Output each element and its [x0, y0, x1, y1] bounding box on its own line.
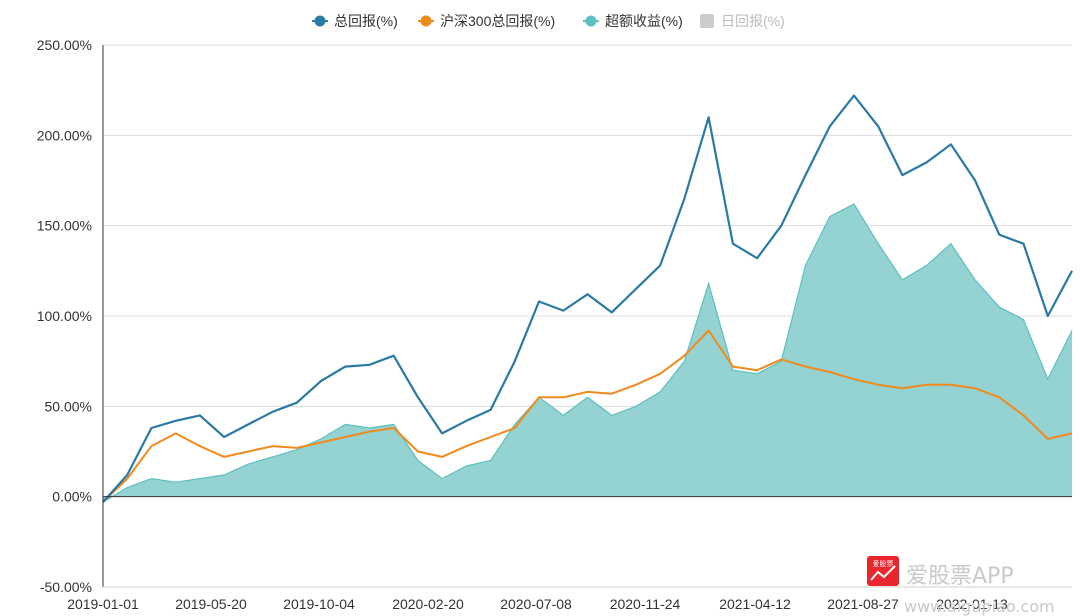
legend-label: 沪深300总回报(%) [440, 13, 555, 29]
series-line-total-return [102, 94, 1073, 503]
x-tick-label: 2021-08-27 [827, 596, 899, 612]
watermark: 爱股票 爱股票APP www.aigupiao.com [867, 556, 1055, 616]
x-axis-ticks: 2019-01-01 2019-05-20 2019-10-04 2020-02-20… [67, 596, 1008, 612]
x-tick-label: 2020-11-24 [610, 596, 681, 612]
axes [102, 45, 1072, 588]
legend-dot-icon [420, 15, 432, 27]
x-tick-label: 2022-01-13 [936, 596, 1008, 612]
y-tick-label: 0.00% [52, 489, 92, 505]
watermark-logo-label: 爱股票 [873, 560, 894, 568]
y-tick-label: 150.00% [37, 218, 92, 234]
legend-item[interactable]: 日回报(%) [700, 13, 785, 29]
legend-label: 总回报(%) [334, 13, 398, 29]
watermark-brand: 爱股票APP [906, 564, 1014, 589]
y-tick-label: 50.00% [45, 398, 92, 414]
series-area-excess-return [103, 204, 1072, 503]
x-tick-label: 2019-01-01 [67, 596, 139, 612]
legend-item[interactable]: 总回报(%) [312, 13, 398, 29]
legend-label: 超额收益(%) [605, 13, 683, 29]
series-line-csi300-return [102, 329, 1073, 503]
legend-dot-icon [585, 15, 597, 27]
x-tick-label: 2021-04-12 [719, 596, 791, 612]
y-tick-label: 100.00% [37, 308, 92, 324]
legend-label: 日回报(%) [721, 13, 785, 29]
x-tick-label: 2020-07-08 [500, 596, 572, 612]
legend: 总回报(%) 沪深300总回报(%) 超额收益(%) 日回报(%) [312, 13, 785, 29]
watermark-logo-icon [867, 556, 899, 586]
y-tick-label: 250.00% [37, 37, 92, 53]
legend-item[interactable]: 沪深300总回报(%) [418, 13, 555, 29]
x-tick-label: 2019-10-04 [283, 596, 355, 612]
watermark-logo-trend-icon [870, 565, 896, 581]
legend-square-icon [700, 14, 714, 28]
y-tick-label: 200.00% [37, 127, 92, 143]
x-tick-label: 2019-05-20 [175, 596, 247, 612]
watermark-url: www.aigupiao.com [904, 597, 1055, 616]
series-line-excess-return [102, 203, 1073, 503]
legend-dot-icon [314, 15, 326, 27]
legend-item[interactable]: 超额收益(%) [583, 13, 683, 29]
y-axis-ticks: 250.00% 200.00% 150.00% 100.00% 50.00% 0.00% -… [37, 37, 92, 595]
y-tick-label: -50.00% [40, 579, 92, 595]
x-tick-label: 2020-02-20 [392, 596, 464, 612]
series-layer [102, 94, 1073, 503]
